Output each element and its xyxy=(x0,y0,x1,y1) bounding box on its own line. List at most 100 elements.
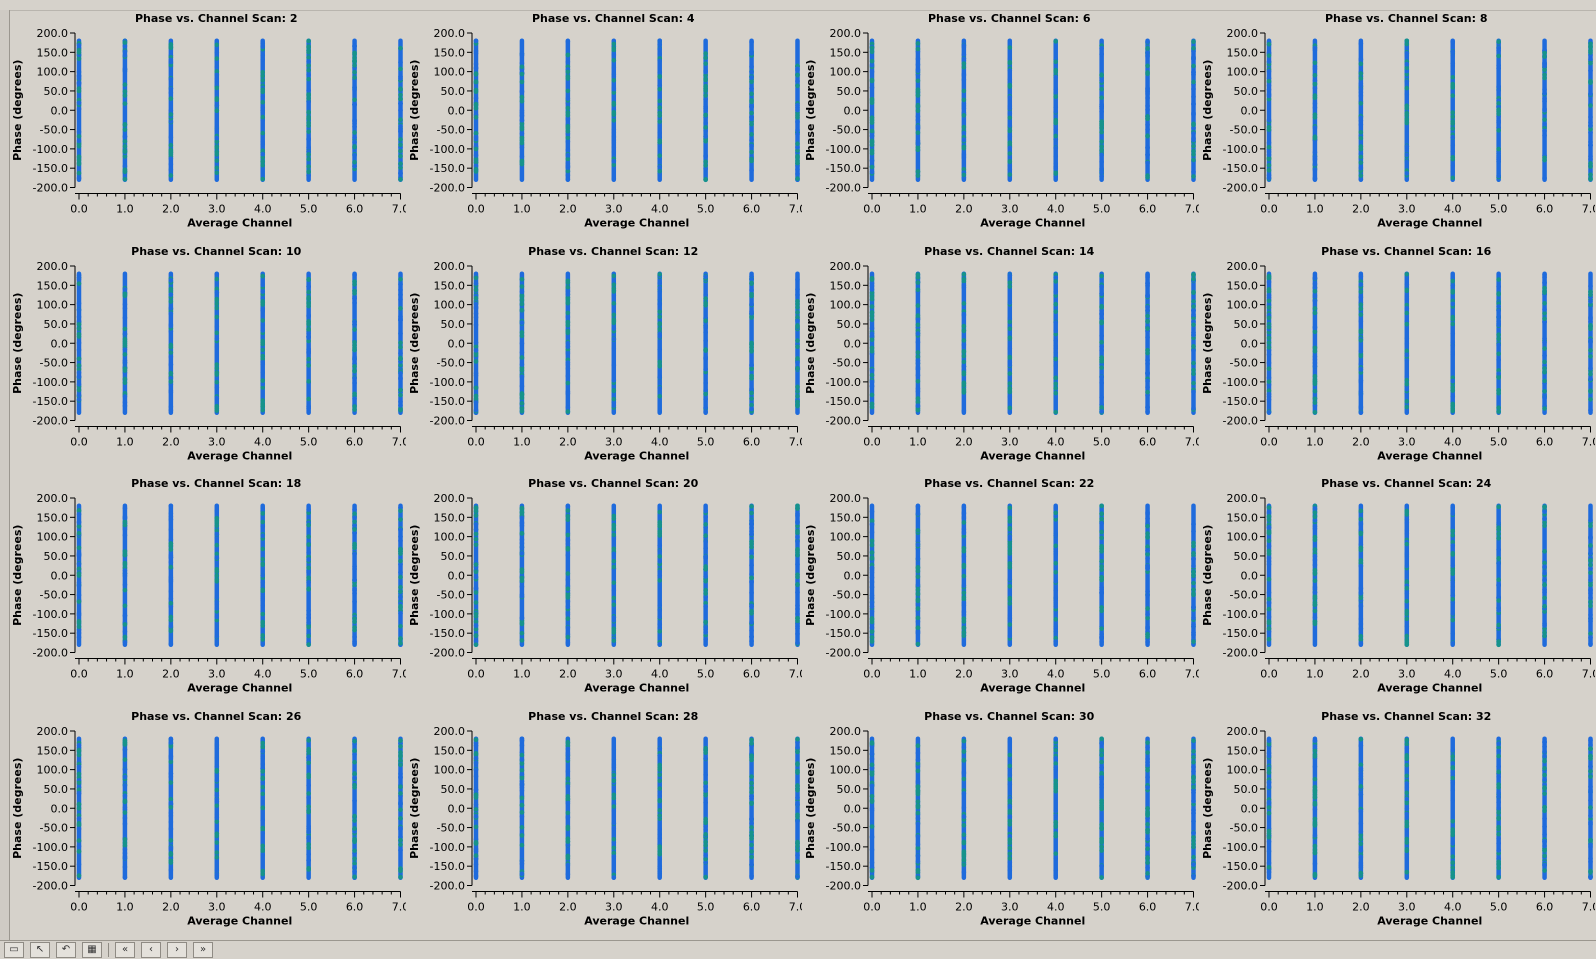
scatter-chart: Phase vs. Channel Scan: 12-200.0-150.0-1… xyxy=(408,244,803,475)
chart-panel: Phase vs. Channel Scan: 12-200.0-150.0-1… xyxy=(408,244,803,475)
data-point xyxy=(169,780,174,785)
data-point xyxy=(214,314,219,319)
x-tick-label: 2.0 xyxy=(955,435,973,448)
data-point xyxy=(214,615,219,620)
data-point xyxy=(1312,73,1317,78)
data-point xyxy=(916,287,921,292)
y-tick-label: -200.0 xyxy=(429,182,464,195)
data-point xyxy=(398,60,403,65)
data-point xyxy=(519,145,524,150)
data-point xyxy=(1145,384,1150,389)
chart-panel: Phase vs. Channel Scan: 18-200.0-150.0-1… xyxy=(11,476,406,707)
data-point xyxy=(1450,314,1455,319)
data-point xyxy=(1542,634,1547,639)
data-point xyxy=(795,582,800,587)
data-point xyxy=(169,299,174,304)
data-point xyxy=(1099,303,1104,308)
channel-point-column xyxy=(1496,505,1501,648)
data-point xyxy=(1358,302,1363,307)
x-tick-label: 1.0 xyxy=(513,435,531,448)
data-point xyxy=(123,506,128,511)
data-point xyxy=(703,153,708,158)
channel-point-column xyxy=(1266,40,1271,181)
y-tick-label: -200.0 xyxy=(1222,182,1257,195)
data-point xyxy=(77,382,82,387)
data-point xyxy=(1542,578,1547,583)
data-point xyxy=(611,273,616,278)
channel-point-column xyxy=(169,273,174,412)
channel-point-column xyxy=(1358,273,1363,414)
x-tick-label: 7.0 xyxy=(392,668,406,681)
data-point xyxy=(306,851,311,856)
data-point xyxy=(398,281,403,286)
y-axis-label: Phase (degrees) xyxy=(408,525,421,626)
data-point xyxy=(77,387,82,392)
data-point xyxy=(1358,87,1363,92)
data-point xyxy=(1496,277,1501,282)
data-point xyxy=(916,542,921,547)
data-point xyxy=(1542,583,1547,588)
y-tick-label: 150.0 xyxy=(433,511,465,524)
y-tick-label: 200.0 xyxy=(830,27,862,40)
data-point xyxy=(1588,143,1593,148)
data-point xyxy=(260,847,265,852)
data-point xyxy=(1191,102,1196,107)
data-point xyxy=(398,508,403,513)
data-point xyxy=(123,149,128,154)
chart-title: Phase vs. Channel Scan: 6 xyxy=(928,12,1091,25)
x-tick-label: 7.0 xyxy=(788,668,802,681)
data-point xyxy=(169,96,174,101)
chart-panel: Phase vs. Channel Scan: 14-200.0-150.0-1… xyxy=(804,244,1199,475)
data-point xyxy=(1145,280,1150,285)
data-point xyxy=(1053,309,1058,314)
y-tick-label: 50.0 xyxy=(1233,317,1258,330)
data-point xyxy=(657,322,662,327)
data-point xyxy=(77,791,82,796)
data-point xyxy=(1099,536,1104,541)
x-tick-label: 3.0 xyxy=(208,203,226,216)
data-point xyxy=(473,575,478,580)
data-point xyxy=(1358,289,1363,294)
data-point xyxy=(306,356,311,361)
data-point xyxy=(473,522,478,527)
data-point xyxy=(77,764,82,769)
data-point xyxy=(214,165,219,170)
channel-point-column xyxy=(169,41,174,180)
data-point xyxy=(1266,379,1271,384)
data-point xyxy=(1358,294,1363,299)
data-point xyxy=(123,287,128,292)
data-point xyxy=(795,603,800,608)
channel-point-column xyxy=(77,41,82,181)
data-point xyxy=(473,642,478,647)
channel-point-column xyxy=(473,505,478,647)
x-tick-label: 1.0 xyxy=(1306,203,1324,216)
data-point xyxy=(214,344,219,349)
data-point xyxy=(1588,563,1593,568)
data-point xyxy=(1007,354,1012,359)
data-point xyxy=(962,282,967,287)
data-point xyxy=(519,276,524,281)
y-tick-label: 50.0 xyxy=(44,782,69,795)
data-point xyxy=(1404,399,1409,404)
data-point xyxy=(870,277,875,282)
x-tick-label: 0.0 xyxy=(863,668,881,681)
data-point xyxy=(1312,82,1317,87)
y-tick-label: 100.0 xyxy=(830,66,862,79)
data-point xyxy=(1145,108,1150,113)
data-point xyxy=(260,307,265,312)
data-point xyxy=(1007,519,1012,524)
x-tick-label: 6.0 xyxy=(742,668,760,681)
scatter-chart: Phase vs. Channel Scan: 26-200.0-150.0-1… xyxy=(11,709,406,940)
data-point xyxy=(795,356,800,361)
data-point xyxy=(1099,126,1104,131)
data-point xyxy=(1358,641,1363,646)
chart-title: Phase vs. Channel Scan: 16 xyxy=(1321,245,1492,258)
data-point xyxy=(749,406,754,411)
channel-point-column xyxy=(260,273,265,412)
data-point xyxy=(77,162,82,167)
data-point xyxy=(123,740,128,745)
data-point xyxy=(657,105,662,110)
data-point xyxy=(962,323,967,328)
channel-point-column xyxy=(77,738,82,877)
data-point xyxy=(169,162,174,167)
